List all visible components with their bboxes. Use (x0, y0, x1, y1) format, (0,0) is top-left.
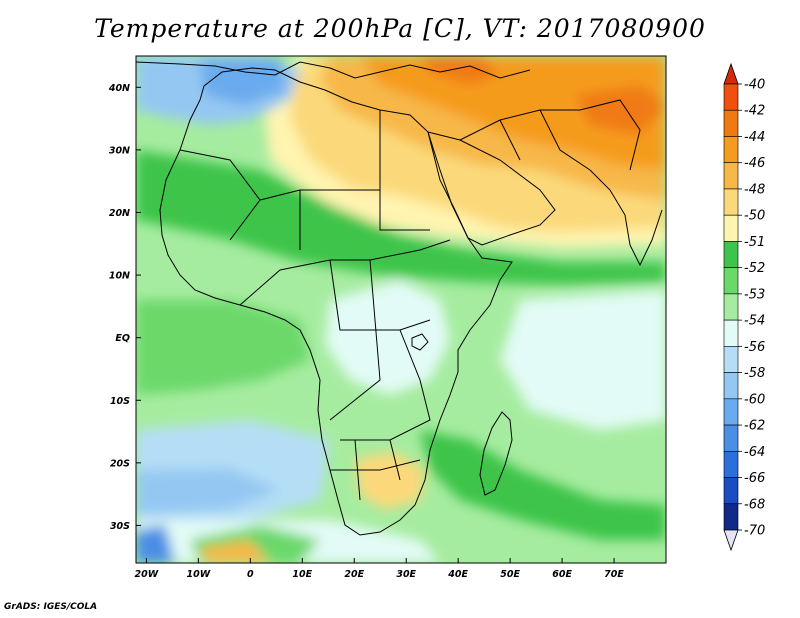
x-tick-label: 50E (500, 569, 520, 580)
field-region-dark-orange (420, 56, 500, 85)
africa-coastline (159, 67, 513, 536)
arabia-coastline (427, 131, 556, 246)
field-region-pale-cyan-central (325, 280, 450, 395)
colorbar-swatch (723, 241, 739, 268)
lake-victoria (411, 333, 429, 351)
colorbar-swatch (723, 477, 739, 505)
colorbar-swatch (723, 503, 739, 531)
x-tick-label: 30E (396, 569, 416, 580)
colorbar-label: -46 (744, 156, 765, 171)
field-region-dark-orange-east (575, 85, 666, 135)
temperature-field (136, 56, 666, 563)
colorbar-label: -48 (744, 182, 765, 197)
colorbar-label: -70 (744, 524, 765, 539)
field-region-blue-south (136, 468, 280, 515)
field-region-mid-blue-northwest (200, 58, 285, 105)
field-region-yellow-south-africa (355, 452, 425, 510)
colorbar-label: -51 (744, 235, 765, 250)
border-southern-africa (330, 439, 421, 501)
colorbar-label: -66 (744, 471, 765, 486)
colorbar-label: -62 (744, 419, 765, 434)
colorbar-swatch (723, 450, 739, 478)
colorbar-label: -42 (744, 104, 765, 119)
field-region-light-orange-south (200, 540, 270, 563)
coastlines (136, 61, 663, 536)
colorbar-label: -44 (744, 130, 765, 145)
field-region-green-west (136, 300, 310, 395)
border-central-africa (239, 239, 451, 441)
border-north-africa (179, 110, 430, 250)
colorbar-label: -60 (744, 392, 765, 407)
colorbar-swatch (723, 372, 739, 400)
x-tick-label: 60E (552, 569, 572, 580)
colorbar-label: -68 (744, 497, 765, 512)
colorbar-swatch (723, 319, 739, 347)
colorbar-swatch (723, 293, 739, 321)
colorbar-label: -52 (744, 261, 765, 276)
field-region-dark-blue-southwest (136, 525, 175, 563)
y-tick-label: 30S (110, 521, 130, 532)
colorbar-swatch (723, 136, 739, 164)
colorbar-label: -53 (744, 287, 765, 302)
plot-frame (135, 55, 667, 564)
y-tick-label: EQ (115, 333, 130, 344)
colorbar-swatch (723, 162, 739, 190)
y-tick-label: 10N (109, 271, 130, 282)
madagascar-coastline (479, 411, 513, 496)
colorbar: -40 -42 -44 -46 -48 -50 -51 -52 -53 -54 -56 -58 -60 -… (723, 62, 765, 552)
colorbar-label: -58 (744, 366, 765, 381)
x-tick-label: 40E (447, 569, 468, 580)
colorbar-swatch (723, 398, 739, 426)
border-middle-east (459, 99, 641, 171)
colorbar-swatch (723, 267, 739, 295)
colorbar-over-triangle (723, 62, 739, 85)
colorbar-swatch (723, 188, 739, 216)
y-axis-ticks: 40N 30N 20N 10N EQ 10S 20S 30S (108, 83, 141, 532)
colorbar-swatch (723, 214, 739, 242)
colorbar-swatch (723, 83, 739, 111)
colorbar-swatch (723, 346, 739, 373)
x-tick-label: 10E (292, 569, 312, 580)
x-tick-label: 70E (604, 569, 624, 580)
x-tick-label: 20W (135, 569, 159, 580)
y-tick-label: 20N (109, 208, 130, 219)
map-title: Temperature at 200hPa [C], VT: 201708090… (94, 14, 706, 43)
colorbar-under-triangle (723, 529, 739, 552)
colorbar-swatch (723, 424, 739, 452)
y-tick-label: 40N (108, 83, 130, 94)
y-tick-label: 10S (110, 396, 130, 407)
colorbar-label: -56 (744, 340, 765, 355)
colorbar-label: -54 (744, 314, 765, 329)
y-tick-label: 20S (110, 458, 130, 469)
europe-coastline (136, 61, 531, 79)
colorbar-swatch (723, 109, 739, 137)
colorbar-label: -40 (744, 78, 765, 93)
x-tick-label: 10W (187, 569, 211, 580)
x-axis-ticks: 20W 10W 0 10E 20E 30E 40E 50E 60E 70E (135, 558, 624, 580)
x-tick-label: 0 (247, 569, 254, 580)
x-tick-label: 20E (344, 569, 364, 580)
india-coastline (589, 169, 663, 267)
colorbar-label: -50 (744, 209, 765, 224)
grads-credit: GrADS: IGES/COLA (4, 602, 98, 612)
field-region-orange (360, 56, 666, 170)
field-region-green-southeast (420, 430, 666, 540)
field-region-green-north (136, 150, 666, 285)
y-tick-label: 30N (109, 145, 130, 156)
colorbar-label: -64 (744, 445, 765, 460)
field-region-pale-cyan-east (500, 290, 666, 430)
